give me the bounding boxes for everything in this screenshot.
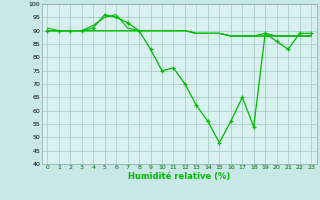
X-axis label: Humidité relative (%): Humidité relative (%) [128, 172, 230, 181]
